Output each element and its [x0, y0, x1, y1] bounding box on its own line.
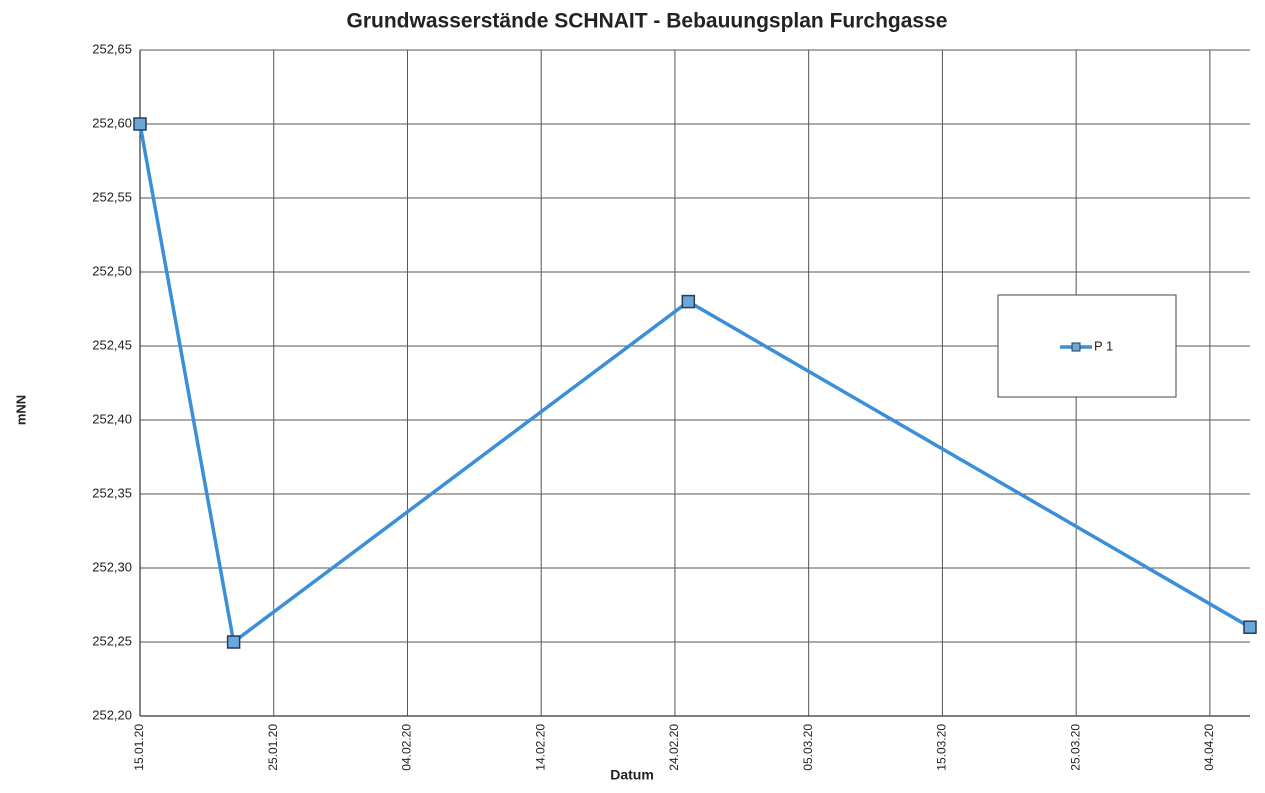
x-tick-label: 25.03.20 — [1068, 724, 1082, 771]
y-tick-label: 252,20 — [92, 707, 132, 722]
x-tick-label: 05.03.20 — [801, 724, 815, 771]
x-tick-label: 15.03.20 — [935, 724, 949, 771]
y-tick-label: 252,55 — [92, 189, 132, 204]
x-tick-label: 15.01.20 — [132, 724, 146, 771]
x-tick-label: 04.04.20 — [1202, 724, 1216, 771]
x-tick-label: 14.02.20 — [533, 724, 547, 771]
x-tick-label: 24.02.20 — [667, 724, 681, 771]
point-marker — [133, 117, 147, 131]
y-tick-label: 252,50 — [92, 263, 132, 278]
y-axis-label: mNN — [13, 395, 28, 425]
x-axis-label: Datum — [610, 767, 654, 783]
y-tick-label: 252,45 — [92, 337, 132, 352]
y-tick-label: 252,40 — [92, 411, 132, 426]
legend-marker — [1071, 342, 1081, 352]
y-tick-label: 252,65 — [92, 41, 132, 56]
y-tick-label: 252,30 — [92, 559, 132, 574]
y-tick-label: 252,35 — [92, 485, 132, 500]
x-tick-label: 25.01.20 — [266, 724, 280, 771]
point-marker — [226, 635, 241, 649]
legend-label: P 1 — [1094, 338, 1113, 353]
y-tick-label: 252,25 — [92, 633, 132, 648]
series-line — [138, 123, 1251, 646]
point-marker — [681, 294, 696, 309]
x-tick-label: 04.02.20 — [400, 724, 414, 771]
y-tick-label: 252,60 — [92, 115, 132, 130]
point-marker — [1243, 620, 1257, 634]
chart-title: Grundwasserstände SCHNAIT - Bebauungspla… — [347, 10, 948, 33]
